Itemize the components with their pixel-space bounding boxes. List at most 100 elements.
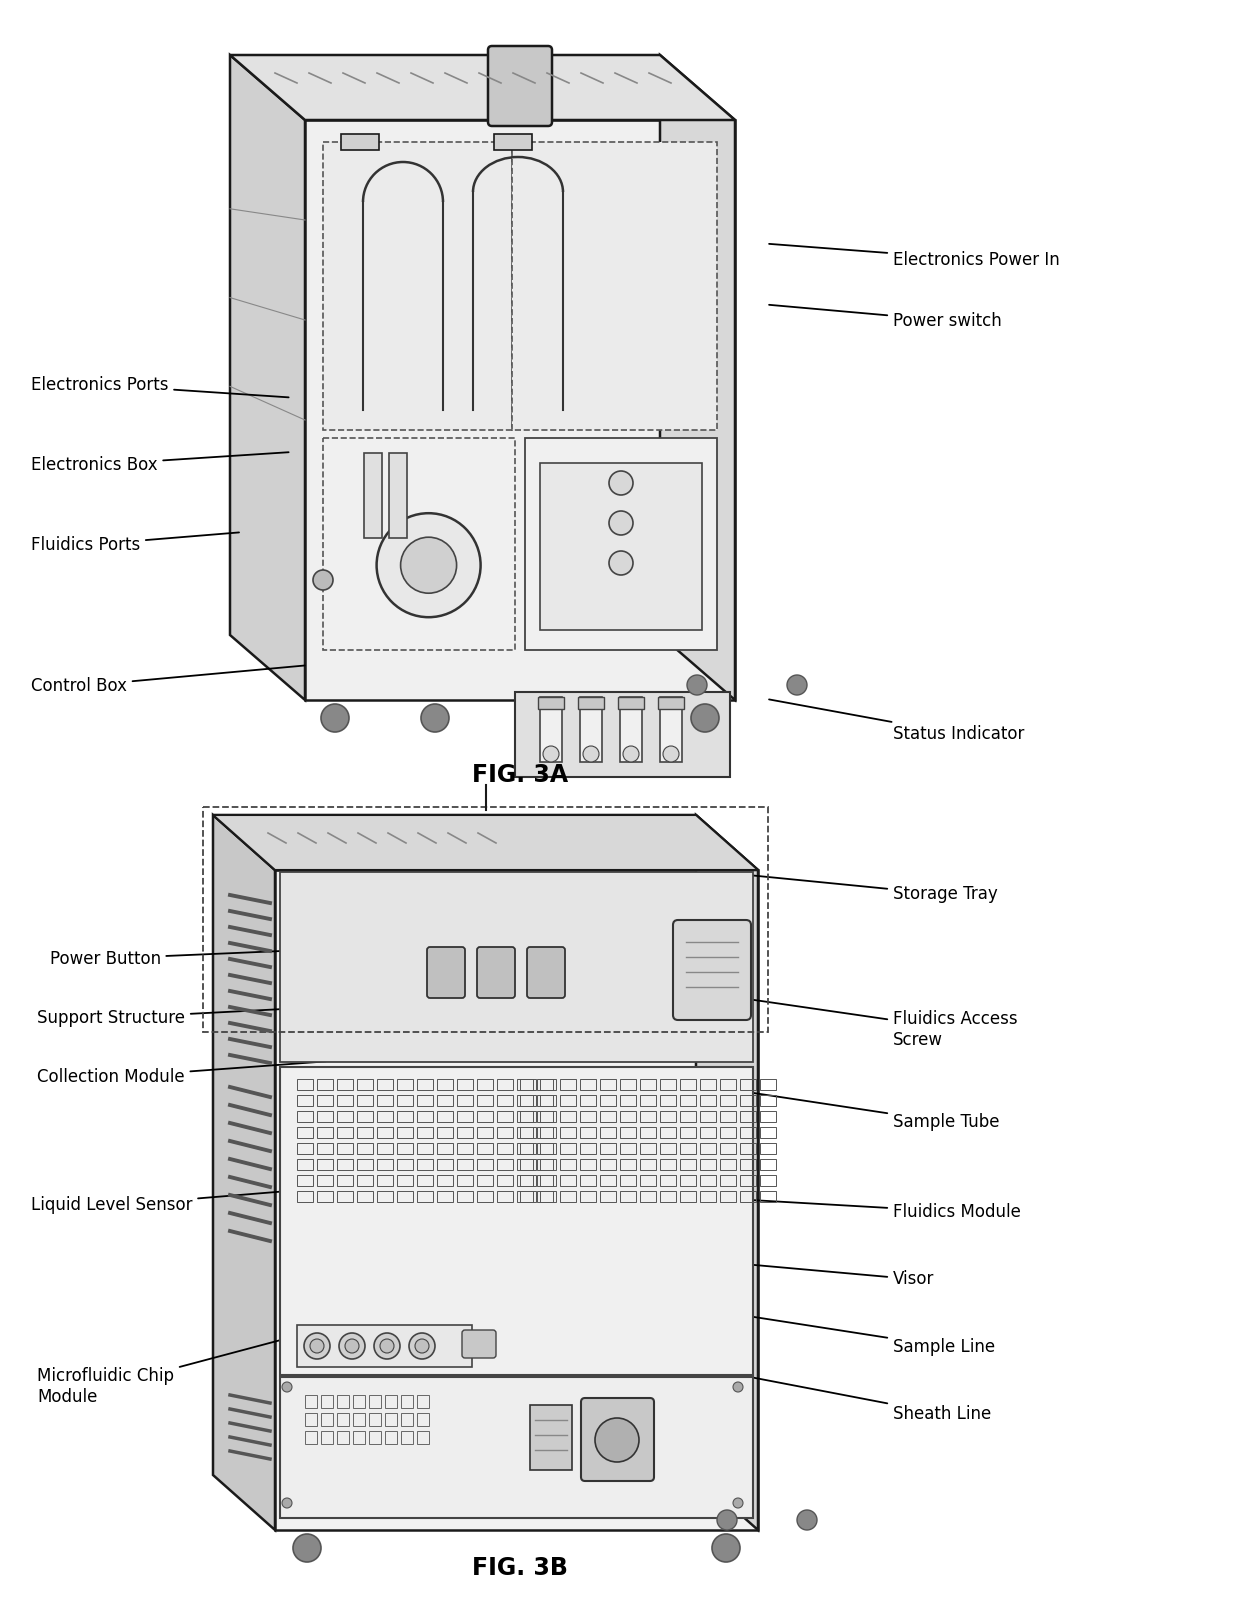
Bar — [740, 1191, 756, 1202]
Bar — [280, 1068, 753, 1375]
Bar — [538, 697, 564, 709]
Bar — [620, 1175, 636, 1186]
Bar — [537, 1127, 553, 1138]
Bar — [640, 1079, 656, 1090]
Circle shape — [415, 1339, 429, 1353]
Bar — [680, 1143, 696, 1154]
Bar — [517, 1111, 533, 1122]
Bar — [520, 1143, 536, 1154]
Bar — [740, 1143, 756, 1154]
Bar — [520, 1159, 536, 1170]
Bar — [458, 1079, 472, 1090]
Bar — [720, 1095, 737, 1106]
Bar — [560, 1079, 577, 1090]
Bar — [539, 1143, 556, 1154]
Bar — [477, 1111, 494, 1122]
Bar — [740, 1175, 756, 1186]
Text: Electronics Ports: Electronics Ports — [31, 375, 289, 398]
Circle shape — [281, 1497, 291, 1508]
FancyBboxPatch shape — [673, 920, 751, 1020]
Bar — [458, 1143, 472, 1154]
Circle shape — [312, 571, 334, 590]
Bar — [321, 1431, 334, 1444]
FancyBboxPatch shape — [582, 1398, 653, 1481]
Bar — [384, 1431, 397, 1444]
Bar — [497, 1143, 513, 1154]
Circle shape — [321, 704, 348, 733]
Bar — [322, 143, 512, 430]
Bar — [658, 697, 684, 709]
FancyBboxPatch shape — [463, 1330, 496, 1358]
Bar — [436, 1111, 453, 1122]
Bar — [580, 1143, 596, 1154]
Bar — [539, 463, 702, 630]
Bar — [384, 1395, 397, 1407]
Bar — [357, 1191, 373, 1202]
Circle shape — [304, 1334, 330, 1359]
Bar — [298, 1175, 312, 1186]
Bar — [560, 1191, 577, 1202]
Circle shape — [401, 537, 456, 593]
Bar — [525, 438, 717, 649]
Bar — [517, 1127, 533, 1138]
Bar — [680, 1079, 696, 1090]
Text: Power Button: Power Button — [50, 949, 326, 968]
Bar — [537, 1191, 553, 1202]
Bar — [539, 1111, 556, 1122]
Bar — [740, 1079, 756, 1090]
Bar — [298, 1079, 312, 1090]
Bar — [370, 1412, 381, 1427]
Circle shape — [733, 1497, 743, 1508]
Circle shape — [787, 675, 807, 696]
Bar — [497, 1111, 513, 1122]
Bar — [494, 135, 532, 151]
Circle shape — [609, 511, 632, 535]
Bar — [580, 1159, 596, 1170]
Bar — [436, 1079, 453, 1090]
Bar — [337, 1079, 353, 1090]
Bar — [353, 1431, 365, 1444]
Bar — [417, 1127, 433, 1138]
Bar — [580, 1079, 596, 1090]
Bar — [497, 1127, 513, 1138]
Bar — [337, 1431, 348, 1444]
Bar — [640, 1191, 656, 1202]
Bar — [377, 1191, 393, 1202]
Bar — [560, 1127, 577, 1138]
Bar — [305, 1395, 317, 1407]
Polygon shape — [275, 870, 758, 1529]
Bar — [305, 1431, 317, 1444]
Bar — [520, 1191, 536, 1202]
Bar — [701, 1143, 715, 1154]
Circle shape — [609, 551, 632, 575]
Bar — [660, 1159, 676, 1170]
Bar — [740, 1127, 756, 1138]
Bar — [537, 1175, 553, 1186]
Bar — [436, 1191, 453, 1202]
Bar — [203, 806, 768, 1032]
Text: FIG. 3B: FIG. 3B — [472, 1557, 568, 1581]
Bar — [417, 1095, 433, 1106]
Bar — [298, 1111, 312, 1122]
Bar — [317, 1191, 334, 1202]
Bar — [720, 1175, 737, 1186]
Bar — [701, 1159, 715, 1170]
Circle shape — [543, 745, 559, 761]
Bar — [740, 1159, 756, 1170]
Bar — [337, 1095, 353, 1106]
Bar — [720, 1127, 737, 1138]
Bar — [580, 697, 601, 761]
Bar — [337, 1111, 353, 1122]
Bar — [436, 1159, 453, 1170]
Bar — [640, 1143, 656, 1154]
Bar — [357, 1127, 373, 1138]
Bar — [660, 1127, 676, 1138]
Bar — [680, 1159, 696, 1170]
Bar — [520, 1111, 536, 1122]
Bar — [321, 1412, 334, 1427]
Bar — [363, 454, 382, 539]
Circle shape — [409, 1334, 435, 1359]
Bar — [660, 1143, 676, 1154]
Bar — [477, 1191, 494, 1202]
Bar — [353, 1412, 365, 1427]
